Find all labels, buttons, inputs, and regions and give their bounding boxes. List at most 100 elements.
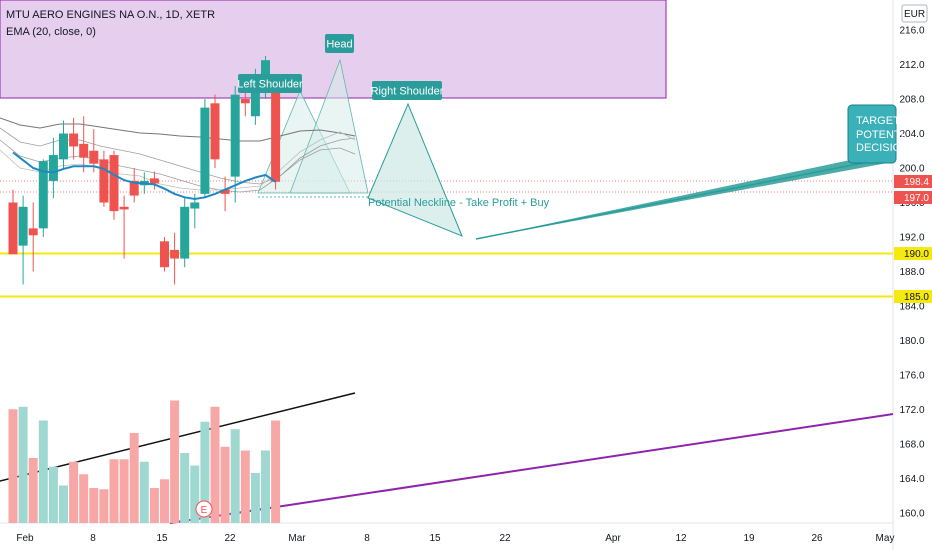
volume-bar — [59, 485, 68, 523]
candle-body — [271, 77, 281, 182]
volume-bar — [109, 459, 119, 523]
candle-body — [190, 202, 200, 209]
x-tick-label: 15 — [156, 533, 168, 544]
candle-body — [261, 60, 270, 82]
volume-bar — [119, 459, 129, 523]
volume-bar — [18, 406, 28, 523]
candle-body — [79, 143, 89, 158]
candle-body — [69, 133, 79, 147]
target-callout[interactable]: TARGET POTENTI DECISIO — [847, 104, 904, 164]
x-tick-label: 26 — [811, 533, 823, 544]
trend-wedge — [476, 151, 893, 239]
volume-bar — [38, 420, 48, 523]
candle[interactable] — [48, 137, 58, 199]
candle[interactable] — [129, 168, 139, 203]
y-tick-label: 192.0 — [899, 233, 924, 244]
candle[interactable] — [18, 195, 28, 285]
x-tick-label: 12 — [675, 533, 687, 544]
candle[interactable] — [220, 176, 230, 212]
neckline-price-text: 197.0 — [904, 193, 929, 204]
currency-button[interactable]: EUR — [901, 4, 928, 23]
ema-line[interactable] — [12, 151, 277, 201]
candle[interactable] — [170, 232, 180, 285]
y-tick-label: 216.0 — [899, 26, 924, 37]
candle[interactable] — [99, 150, 109, 207]
last-price-text: 198.4 — [904, 177, 929, 188]
candle[interactable] — [109, 150, 119, 220]
candle[interactable] — [230, 86, 240, 203]
x-tick-label: 22 — [499, 533, 511, 544]
candle[interactable] — [89, 129, 99, 173]
volume-bar — [129, 433, 139, 523]
volume-bar — [28, 458, 38, 523]
last-price-tag: 198.4 — [894, 175, 932, 188]
candle-body — [119, 206, 129, 210]
y-tick-label: 168.0 — [899, 440, 924, 451]
candle[interactable] — [119, 195, 129, 259]
volume-bar — [240, 450, 250, 523]
volume-bar — [99, 489, 109, 523]
candle-body — [200, 107, 210, 194]
candle-body — [230, 94, 240, 177]
earnings-marker[interactable]: E — [195, 500, 213, 518]
y-tick-label: 212.0 — [899, 60, 924, 71]
candle-body — [18, 206, 28, 246]
y-tick-label: 176.0 — [899, 371, 924, 382]
indicator-title[interactable]: EMA (20, close, 0) — [6, 26, 96, 38]
y-tick-label: 188.0 — [899, 267, 924, 278]
candle-body — [48, 155, 58, 181]
support-upper-text: 190.0 — [904, 249, 929, 260]
x-tick-label: 15 — [429, 533, 441, 544]
head-triangle[interactable] — [289, 58, 369, 194]
x-axis-ticks: Feb 8 15 22 Mar 8 15 22 Apr 12 19 26 May — [16, 533, 894, 544]
y-axis-ticks: 216.0212.0208.0204.0200.0196.0192.0188.0… — [899, 26, 924, 520]
y-tick-label: 204.0 — [899, 129, 924, 140]
left-shoulder-label-text: Left Shoulder — [237, 79, 303, 91]
candles — [8, 55, 281, 285]
trend-line-volume[interactable] — [169, 413, 894, 524]
candle[interactable] — [59, 120, 68, 170]
y-tick-label: 160.0 — [899, 509, 924, 520]
y-tick-label: 184.0 — [899, 302, 924, 313]
candle-body — [89, 150, 99, 164]
candle-body — [59, 133, 68, 160]
y-tick-label: 200.0 — [899, 164, 924, 175]
candle-body — [8, 202, 18, 255]
volume-bars — [8, 400, 281, 523]
candle[interactable] — [210, 94, 220, 168]
right-shoulder-label[interactable]: Right Shoulder — [371, 81, 444, 100]
candle-body — [250, 77, 260, 117]
neckline-label[interactable]: Potential Neckline - Take Profit + Buy — [368, 197, 550, 209]
candle[interactable] — [8, 189, 18, 255]
candle[interactable] — [28, 202, 38, 272]
earnings-marker-text: E — [201, 505, 208, 516]
x-tick-label: Mar — [288, 533, 306, 544]
candle[interactable] — [180, 198, 190, 268]
left-shoulder-label[interactable]: Left Shoulder — [237, 74, 303, 93]
volume-bar — [149, 488, 159, 523]
volume-bar — [69, 461, 79, 523]
x-tick-label: 19 — [743, 533, 755, 544]
currency-label: EUR — [904, 9, 925, 20]
candle[interactable] — [149, 171, 159, 190]
candle-body — [220, 189, 230, 194]
y-tick-label: 180.0 — [899, 336, 924, 347]
symbol-title[interactable]: MTU AERO ENGINES NA O.N., 1D, XETR — [6, 9, 215, 21]
volume-bar — [220, 446, 230, 523]
volume-bar — [79, 474, 89, 523]
right-shoulder-triangle[interactable] — [367, 102, 463, 237]
candle[interactable] — [271, 74, 281, 190]
price-axis[interactable] — [893, 0, 932, 550]
candle[interactable] — [160, 237, 169, 272]
head-label[interactable]: Head — [325, 34, 354, 53]
target-line-2: POTENTI — [856, 129, 904, 141]
candle[interactable] — [200, 99, 210, 199]
candle[interactable] — [69, 117, 79, 160]
candle[interactable] — [79, 116, 89, 173]
right-shoulder-label-text: Right Shoulder — [371, 86, 444, 98]
volume-bar — [48, 466, 58, 523]
ma-gray-1 — [0, 117, 356, 142]
candle-body — [210, 103, 220, 160]
x-tick-label: 8 — [364, 533, 370, 544]
